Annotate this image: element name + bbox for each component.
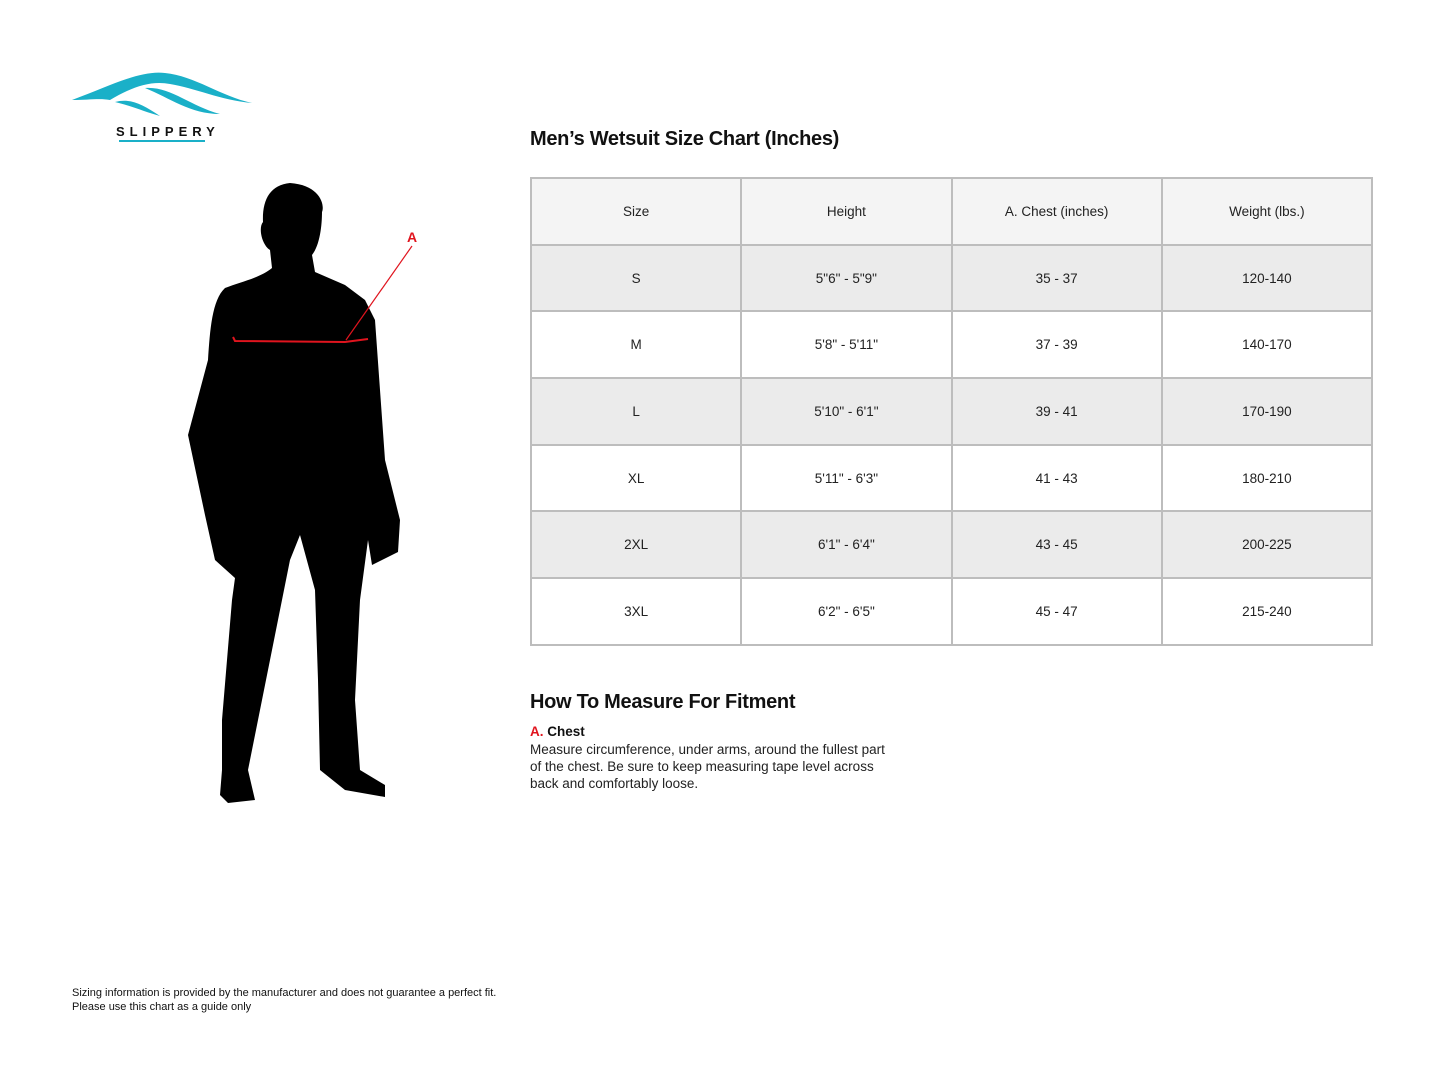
cell-size: 3XL: [529, 577, 743, 646]
chest-name: Chest: [547, 724, 585, 739]
table-row: XL 5'11" - 6'3" 41 - 43 180-210: [529, 443, 1374, 513]
cell-chest: 43 - 45: [950, 510, 1163, 580]
header-size: Size: [529, 177, 743, 246]
table-row: M 5'8" - 5'11" 37 - 39 140-170: [529, 310, 1374, 380]
table-header-row: Size Height A. Chest (inches) Weight (lb…: [529, 177, 1374, 246]
cell-weight: 215-240: [1160, 577, 1374, 646]
header-height: Height: [740, 177, 953, 246]
cell-size: XL: [529, 443, 743, 513]
body-silhouette: A: [188, 183, 417, 803]
cell-size: 2XL: [529, 510, 743, 580]
header-weight: Weight (lbs.): [1160, 177, 1374, 246]
cell-weight: 200-225: [1160, 510, 1374, 580]
table-row: S 5"6" - 5"9" 35 - 37 120-140: [529, 243, 1374, 313]
measure-title: How To Measure For Fitment: [530, 691, 796, 713]
cell-size: S: [529, 243, 743, 313]
header-chest: A. Chest (inches): [950, 177, 1163, 246]
disclaimer-line: Please use this chart as a guide only: [72, 1001, 252, 1013]
cell-weight: 180-210: [1160, 443, 1374, 513]
cell-size: M: [529, 310, 743, 380]
logo-underline: [119, 140, 205, 142]
disclaimer: Sizing information is provided by the ma…: [72, 986, 496, 1014]
cell-weight: 120-140: [1160, 243, 1374, 313]
cell-weight: 140-170: [1160, 310, 1374, 380]
chest-letter: A.: [530, 724, 544, 739]
cell-height: 6'2" - 6'5": [740, 577, 953, 646]
table-row: L 5'10" - 6'1" 39 - 41 170-190: [529, 377, 1374, 446]
cell-weight: 170-190: [1160, 377, 1374, 446]
chest-marker-label: A: [407, 229, 417, 245]
cell-height: 5"6" - 5"9": [740, 243, 953, 313]
table-row: 2XL 6'1" - 6'4" 43 - 45 200-225: [529, 510, 1374, 580]
cell-height: 5'11" - 6'3": [740, 443, 953, 513]
chest-label: A. Chest: [530, 724, 585, 739]
size-chart-title: Men’s Wetsuit Size Chart (Inches): [530, 128, 840, 150]
table-row: 3XL 6'2" - 6'5" 45 - 47 215-240: [529, 577, 1374, 646]
cell-height: 5'8" - 5'11": [740, 310, 953, 380]
cell-height: 6'1" - 6'4": [740, 510, 953, 580]
disclaimer-line: Sizing information is provided by the ma…: [72, 987, 497, 999]
chest-description: Measure circumference, under arms, aroun…: [530, 742, 885, 791]
cell-chest: 37 - 39: [950, 310, 1163, 380]
cell-chest: 45 - 47: [950, 577, 1163, 646]
cell-chest: 35 - 37: [950, 243, 1163, 313]
slippery-logo: [72, 72, 252, 116]
cell-size: L: [529, 377, 743, 446]
cell-chest: 39 - 41: [950, 377, 1163, 446]
cell-chest: 41 - 43: [950, 443, 1163, 513]
cell-height: 5'10" - 6'1": [740, 377, 953, 446]
size-chart-table: Size Height A. Chest (inches) Weight (lb…: [529, 177, 1374, 646]
brand-name: SLIPPERY: [116, 124, 220, 139]
